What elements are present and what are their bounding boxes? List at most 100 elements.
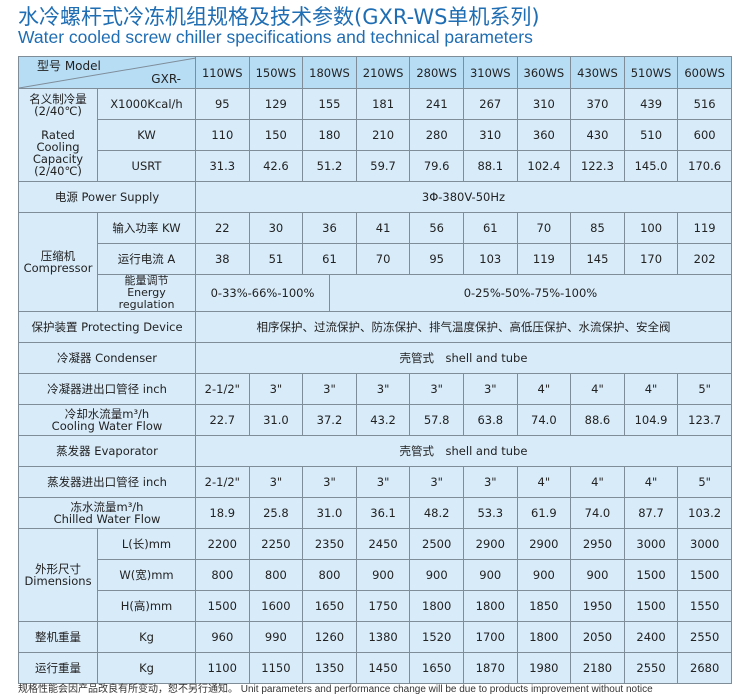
unit-cell: L(长)mm	[97, 528, 196, 560]
cell-text: 900	[532, 568, 555, 582]
value-cell: 4"	[516, 466, 572, 498]
cell-text: 42.6	[263, 159, 289, 173]
value-cell: 1500	[623, 559, 679, 591]
value-cell: 3"	[409, 466, 464, 498]
cell-text: 110WS	[201, 65, 243, 80]
power-supply-value: 3Φ-380V-50Hz	[195, 181, 732, 213]
model-header-cell: 型号 Model GXR-	[18, 56, 196, 89]
value-cell: 3"	[248, 466, 304, 498]
value-cell: 2500	[409, 528, 464, 560]
cell-text: 241	[425, 97, 448, 111]
energy-regulation-label: 能量调节 Energy regulation	[97, 274, 196, 312]
cell-text: 3"	[269, 382, 283, 396]
value-cell: 102.4	[516, 150, 572, 182]
value-cell: 170.6	[677, 150, 732, 182]
value-cell: 41	[355, 212, 411, 244]
value-cell: 900	[516, 559, 572, 591]
cell-text: 800	[318, 568, 341, 582]
cell-text: 360	[532, 128, 555, 142]
cell-text: 1350	[314, 661, 345, 675]
unit-cell: Kg	[97, 652, 196, 684]
value-cell: 1800	[409, 590, 464, 622]
model-column-header: 510WS	[623, 56, 679, 89]
value-cell: 43.2	[355, 404, 411, 436]
cell-text: 2550	[690, 630, 720, 644]
value-cell: 5"	[677, 373, 732, 405]
value-cell: 18.9	[195, 497, 250, 529]
value-cell: 900	[409, 559, 464, 591]
diagonal-divider	[19, 57, 196, 89]
value-cell: 3"	[462, 466, 518, 498]
cell-text: 990	[264, 630, 287, 644]
value-cell: 1380	[355, 621, 411, 653]
value-cell: 61	[302, 243, 357, 275]
value-cell: 145	[570, 243, 625, 275]
value-cell: 241	[409, 88, 464, 120]
value-cell: 1350	[302, 652, 357, 684]
protecting-device-value: 相序保护、过流保护、防冻保护、排气温度保护、高低压保护、水流保护、安全阀	[195, 311, 732, 343]
cell-text: 103	[479, 252, 502, 266]
value-cell: 2900	[462, 528, 518, 560]
value-cell: 87.7	[623, 497, 679, 529]
value-cell: 180	[302, 119, 357, 151]
cell-text: 外形尺寸	[35, 562, 81, 576]
cell-text: 1800	[422, 599, 452, 613]
cell-text: H(高)mm	[120, 599, 173, 613]
value-cell: 63.8	[462, 404, 518, 436]
cell-text: 冷凝器 Condenser	[57, 351, 157, 365]
cell-text: 运行电流 A	[117, 252, 176, 266]
cell-text: Cooling Water Flow	[51, 419, 163, 433]
cell-text: 74.0	[531, 413, 557, 427]
cell-text: 155	[318, 97, 341, 111]
cell-text: 3000	[636, 537, 666, 551]
value-cell: 104.9	[623, 404, 679, 436]
value-cell: 2550	[677, 621, 732, 653]
value-cell: 100	[623, 212, 679, 244]
cell-text: 1650	[314, 599, 345, 613]
cell-text: 1980	[529, 661, 559, 675]
cell-text: 30	[268, 221, 284, 235]
value-cell: 280	[409, 119, 464, 151]
table-row: 外形尺寸 Dimensions L(长)mm 2200 2250 2350 2450 2500…	[18, 528, 732, 622]
cell-text: 510	[640, 128, 663, 142]
value-cell: 4"	[623, 373, 679, 405]
cell-text: 370	[586, 97, 609, 111]
value-cell: 3"	[248, 373, 304, 405]
cell-text: 1850	[529, 599, 559, 613]
cell-text: 1500	[207, 599, 237, 613]
value-cell: 2900	[516, 528, 572, 560]
cell-text: 119	[693, 221, 716, 235]
cell-text: 3"	[483, 475, 497, 489]
cell-text: 70	[375, 252, 391, 266]
value-cell: 170	[623, 243, 679, 275]
value-cell: 95	[409, 243, 464, 275]
value-cell: 129	[248, 88, 304, 120]
cell-text: 3"	[430, 382, 443, 396]
model-label: 型号 Model	[37, 59, 101, 73]
value-cell: 51.2	[302, 150, 357, 182]
value-cell: 95	[195, 88, 250, 120]
cell-text: 4"	[537, 475, 551, 489]
evaporator-flow-label: 冻水流量m³/h Chilled Water Flow	[18, 497, 196, 529]
weight-label: 运行重量	[18, 652, 98, 684]
value-cell: 61	[462, 212, 518, 244]
cell-text: 61.9	[531, 506, 557, 520]
cell-text: 2550	[636, 661, 666, 675]
cell-text: 280	[425, 128, 448, 142]
cell-text: 31.3	[209, 159, 236, 173]
cell-text: 74.0	[584, 506, 611, 520]
cell-text: 4"	[644, 382, 658, 396]
value-cell: 1950	[570, 590, 625, 622]
value-cell: 1650	[409, 652, 464, 684]
cell-text: 430WS	[577, 65, 618, 80]
cell-text: 运行重量	[35, 661, 81, 675]
cell-text: 37.2	[316, 413, 343, 427]
cell-text: 5"	[698, 475, 711, 489]
model-column-header: 110WS	[195, 56, 250, 89]
cell-text: 整机重量	[35, 630, 81, 644]
cell-text: 95	[429, 252, 444, 266]
cell-text: 430	[586, 128, 609, 142]
cell-text: 3"	[323, 475, 336, 489]
value-cell: 22.7	[195, 404, 250, 436]
value-cell: 31.0	[248, 404, 304, 436]
